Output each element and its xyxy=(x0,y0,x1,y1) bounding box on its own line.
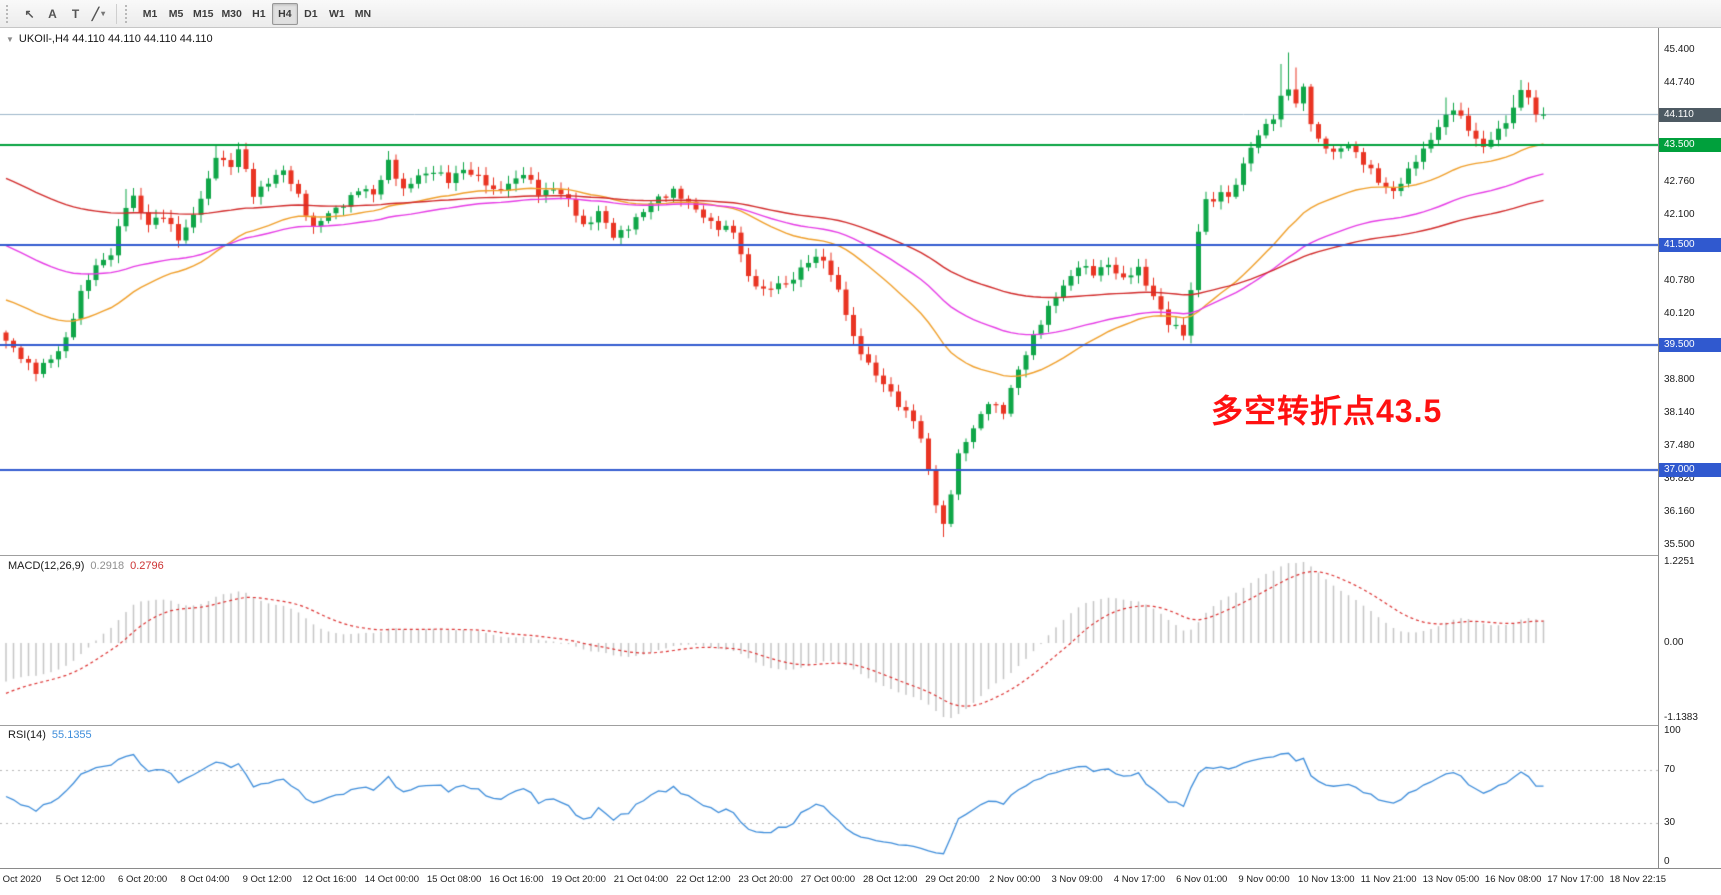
macd-name: MACD(12,26,9) xyxy=(8,560,85,572)
time-axis-label: 6 Nov 01:00 xyxy=(1176,874,1228,885)
price-tick-label: 40.120 xyxy=(1664,308,1695,319)
timeframe-button-h4[interactable]: H4 xyxy=(271,2,298,25)
macd-axis-label: 0.00 xyxy=(1664,637,1684,648)
price-tick-label: 36.160 xyxy=(1664,506,1695,517)
time-axis-label: 13 Nov 05:00 xyxy=(1422,874,1480,885)
line-tools-dropdown[interactable]: ╱ ▾ xyxy=(87,3,110,25)
rsi-value: 55.1355 xyxy=(51,729,92,741)
chart-canvas[interactable] xyxy=(0,28,1658,868)
rsi-name: RSI(14) xyxy=(8,729,46,741)
timeframe-button-m1[interactable]: M1 xyxy=(137,3,163,25)
symbol-ohlc-header: ▼ UKOIl-,H4 44.110 44.110 44.110 44.110 xyxy=(6,33,213,45)
chart-annotation-text[interactable]: 多空转折点43.5 xyxy=(1211,393,1443,429)
price-tick-label: 38.140 xyxy=(1664,407,1695,418)
time-axis-label: 9 Nov 00:00 xyxy=(1238,874,1290,885)
timeframe-button-m15[interactable]: M15 xyxy=(189,3,217,25)
price-tick-label: 37.480 xyxy=(1664,440,1695,451)
price-tag: 41.500 xyxy=(1659,238,1721,252)
text-icon: A xyxy=(48,6,57,21)
rsi-axis-label: 70 xyxy=(1664,764,1676,776)
rsi-axis-label: 0 xyxy=(1664,856,1670,867)
timeframe-button-h1[interactable]: H1 xyxy=(246,3,272,25)
time-axis-label: 19 Oct 20:00 xyxy=(551,874,606,885)
time-axis-label: 17 Nov 17:00 xyxy=(1547,874,1604,885)
price-tag: 44.110 xyxy=(1659,107,1721,122)
price-tick-label: 42.760 xyxy=(1664,176,1695,187)
time-axis[interactable]: 2 Oct 2020 5 Oct 12:00 6 Oct 20:00 8 Oct 04… xyxy=(0,868,1721,895)
timeframe-button-d1[interactable]: D1 xyxy=(298,3,324,25)
label-tool-button[interactable]: T xyxy=(64,3,87,25)
toolbar-gripper[interactable] xyxy=(125,4,131,23)
price-tag: 43.500 xyxy=(1659,138,1721,152)
rsi-axis-label: 100 xyxy=(1664,725,1681,736)
time-axis-label: 8 Oct 04:00 xyxy=(180,874,230,885)
macd-indicator-label: MACD(12,26,9) 0.2918 0.2796 xyxy=(8,560,164,572)
time-axis-label: 28 Oct 12:00 xyxy=(862,874,918,885)
time-axis-label: 15 Oct 08:00 xyxy=(426,874,482,885)
panel-separator[interactable] xyxy=(0,725,1658,726)
macd-axis-label: -1.1383 xyxy=(1664,712,1698,723)
price-tick-label: 42.100 xyxy=(1664,209,1695,220)
price-tag: 37.000 xyxy=(1659,463,1721,477)
macd-signal-value: 0.2796 xyxy=(130,560,164,572)
time-axis-label: 10 Nov 13:00 xyxy=(1298,874,1355,885)
chevron-down-icon: ▾ xyxy=(101,9,106,18)
symbol-ohlc-text: UKOIl-,H4 44.110 44.110 44.110 44.110 xyxy=(18,33,213,45)
toolbar-separator xyxy=(116,3,117,24)
drawing-tools-group: ↖ A T ╱ ▾ xyxy=(18,3,110,25)
time-axis-label: 16 Oct 16:00 xyxy=(489,874,544,885)
time-axis-label: 3 Nov 09:00 xyxy=(1051,874,1103,885)
one-click-trading-icon[interactable]: ▼ xyxy=(6,35,14,44)
time-axis-label: 6 Oct 20:00 xyxy=(118,874,168,885)
macd-axis-label: 1.2251 xyxy=(1664,556,1695,567)
price-tick-label: 40.780 xyxy=(1664,275,1695,286)
timeframe-button-m30[interactable]: M30 xyxy=(217,3,245,25)
label-icon: T xyxy=(71,6,80,21)
time-axis-label: 2 Oct 2020 xyxy=(0,874,42,885)
time-axis-label: 23 Oct 20:00 xyxy=(738,874,793,885)
time-axis-label: 11 Nov 21:00 xyxy=(1360,874,1417,885)
trendline-icon: ╱ xyxy=(91,6,100,21)
time-axis-label: 29 Oct 20:00 xyxy=(925,874,980,885)
time-axis-label: 22 Oct 12:00 xyxy=(676,874,731,885)
text-tool-button[interactable]: A xyxy=(41,3,64,25)
price-axis[interactable]: 45.40044.74044.08043.42042.76042.10041.4… xyxy=(1658,28,1721,868)
timeframe-button-w1[interactable]: W1 xyxy=(324,3,350,25)
rsi-indicator-label: RSI(14) 55.1355 xyxy=(8,729,92,741)
price-tick-label: 36.820 xyxy=(1664,473,1695,484)
chart-area: ▼ UKOIl-,H4 44.110 44.110 44.110 44.110 多… xyxy=(0,28,1721,895)
time-axis-label: 21 Oct 04:00 xyxy=(613,874,669,885)
time-axis-label: 4 Nov 17:00 xyxy=(1113,874,1166,885)
price-tick-label: 44.740 xyxy=(1664,77,1695,88)
time-axis-label: 14 Oct 00:00 xyxy=(364,874,419,885)
toolbar: ↖ A T ╱ ▾ M1 M5 M15 M30 H1 H4 D1 W1 MN xyxy=(0,0,1721,28)
time-axis-label: 5 Oct 12:00 xyxy=(55,874,105,885)
time-axis-label: 12 Oct 16:00 xyxy=(302,874,357,885)
time-axis-label: 9 Oct 12:00 xyxy=(242,874,292,885)
price-tick-label: 35.500 xyxy=(1664,539,1695,550)
price-tick-label: 45.400 xyxy=(1664,44,1695,55)
macd-value: 0.2918 xyxy=(90,560,125,572)
price-tick-label: 38.800 xyxy=(1664,374,1695,385)
timeframe-group: M1 M5 M15 M30 H1 H4 D1 W1 MN xyxy=(137,2,376,25)
time-axis-label: 16 Nov 08:00 xyxy=(1484,874,1542,885)
time-axis-label: 18 Nov 22:15 xyxy=(1609,874,1667,885)
time-axis-label: 2 Nov 00:00 xyxy=(989,874,1041,885)
cursor-icon: ↖ xyxy=(24,6,35,21)
panel-separator[interactable] xyxy=(0,555,1658,556)
price-tag: 39.500 xyxy=(1659,338,1721,352)
toolbar-gripper[interactable] xyxy=(6,4,12,23)
time-axis-label: 27 Oct 00:00 xyxy=(800,874,856,885)
rsi-axis-label: 30 xyxy=(1664,816,1676,828)
timeframe-button-m5[interactable]: M5 xyxy=(163,3,189,25)
cursor-tool-button[interactable]: ↖ xyxy=(18,3,41,25)
timeframe-button-mn[interactable]: MN xyxy=(350,3,376,25)
